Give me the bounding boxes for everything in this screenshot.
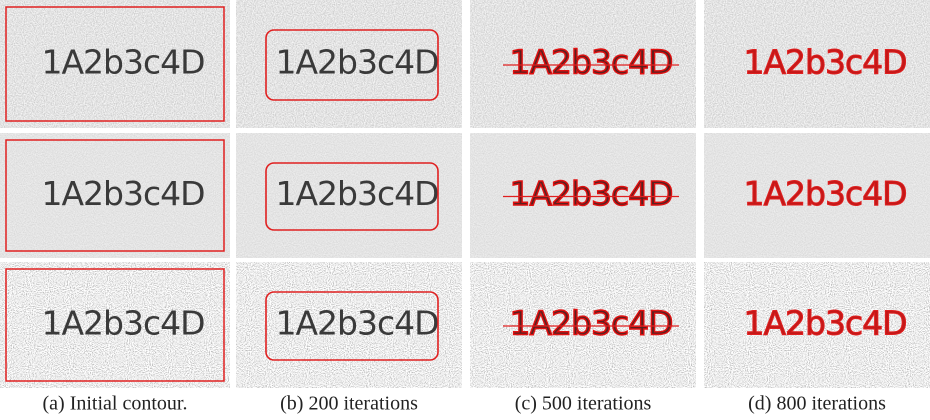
image-text: 1A2b3c4D — [743, 304, 906, 343]
image-text: 1A2b3c4D — [275, 304, 438, 343]
image-text: 1A2b3c4D — [41, 304, 204, 343]
caption: (a) Initial contour. — [43, 393, 188, 415]
image-text: 1A2b3c4D — [275, 43, 438, 82]
caption: (c) 500 iterations — [515, 393, 652, 415]
image-text: 1A2b3c4D — [509, 43, 672, 82]
image-text: 1A2b3c4D — [509, 174, 672, 213]
image-text: 1A2b3c4D — [743, 43, 906, 82]
caption: (d) 800 iterations — [748, 393, 886, 415]
image-text: 1A2b3c4D — [509, 304, 672, 343]
figure: 1A2b3c4D 1A2b3c4D 1A2b3c4D (a) Initial cont… — [0, 0, 930, 420]
image-text: 1A2b3c4D — [41, 43, 204, 82]
image-text: 1A2b3c4D — [743, 174, 906, 213]
image-text: 1A2b3c4D — [275, 174, 438, 213]
image-text: 1A2b3c4D — [41, 174, 204, 213]
caption: (b) 200 iterations — [280, 393, 418, 415]
